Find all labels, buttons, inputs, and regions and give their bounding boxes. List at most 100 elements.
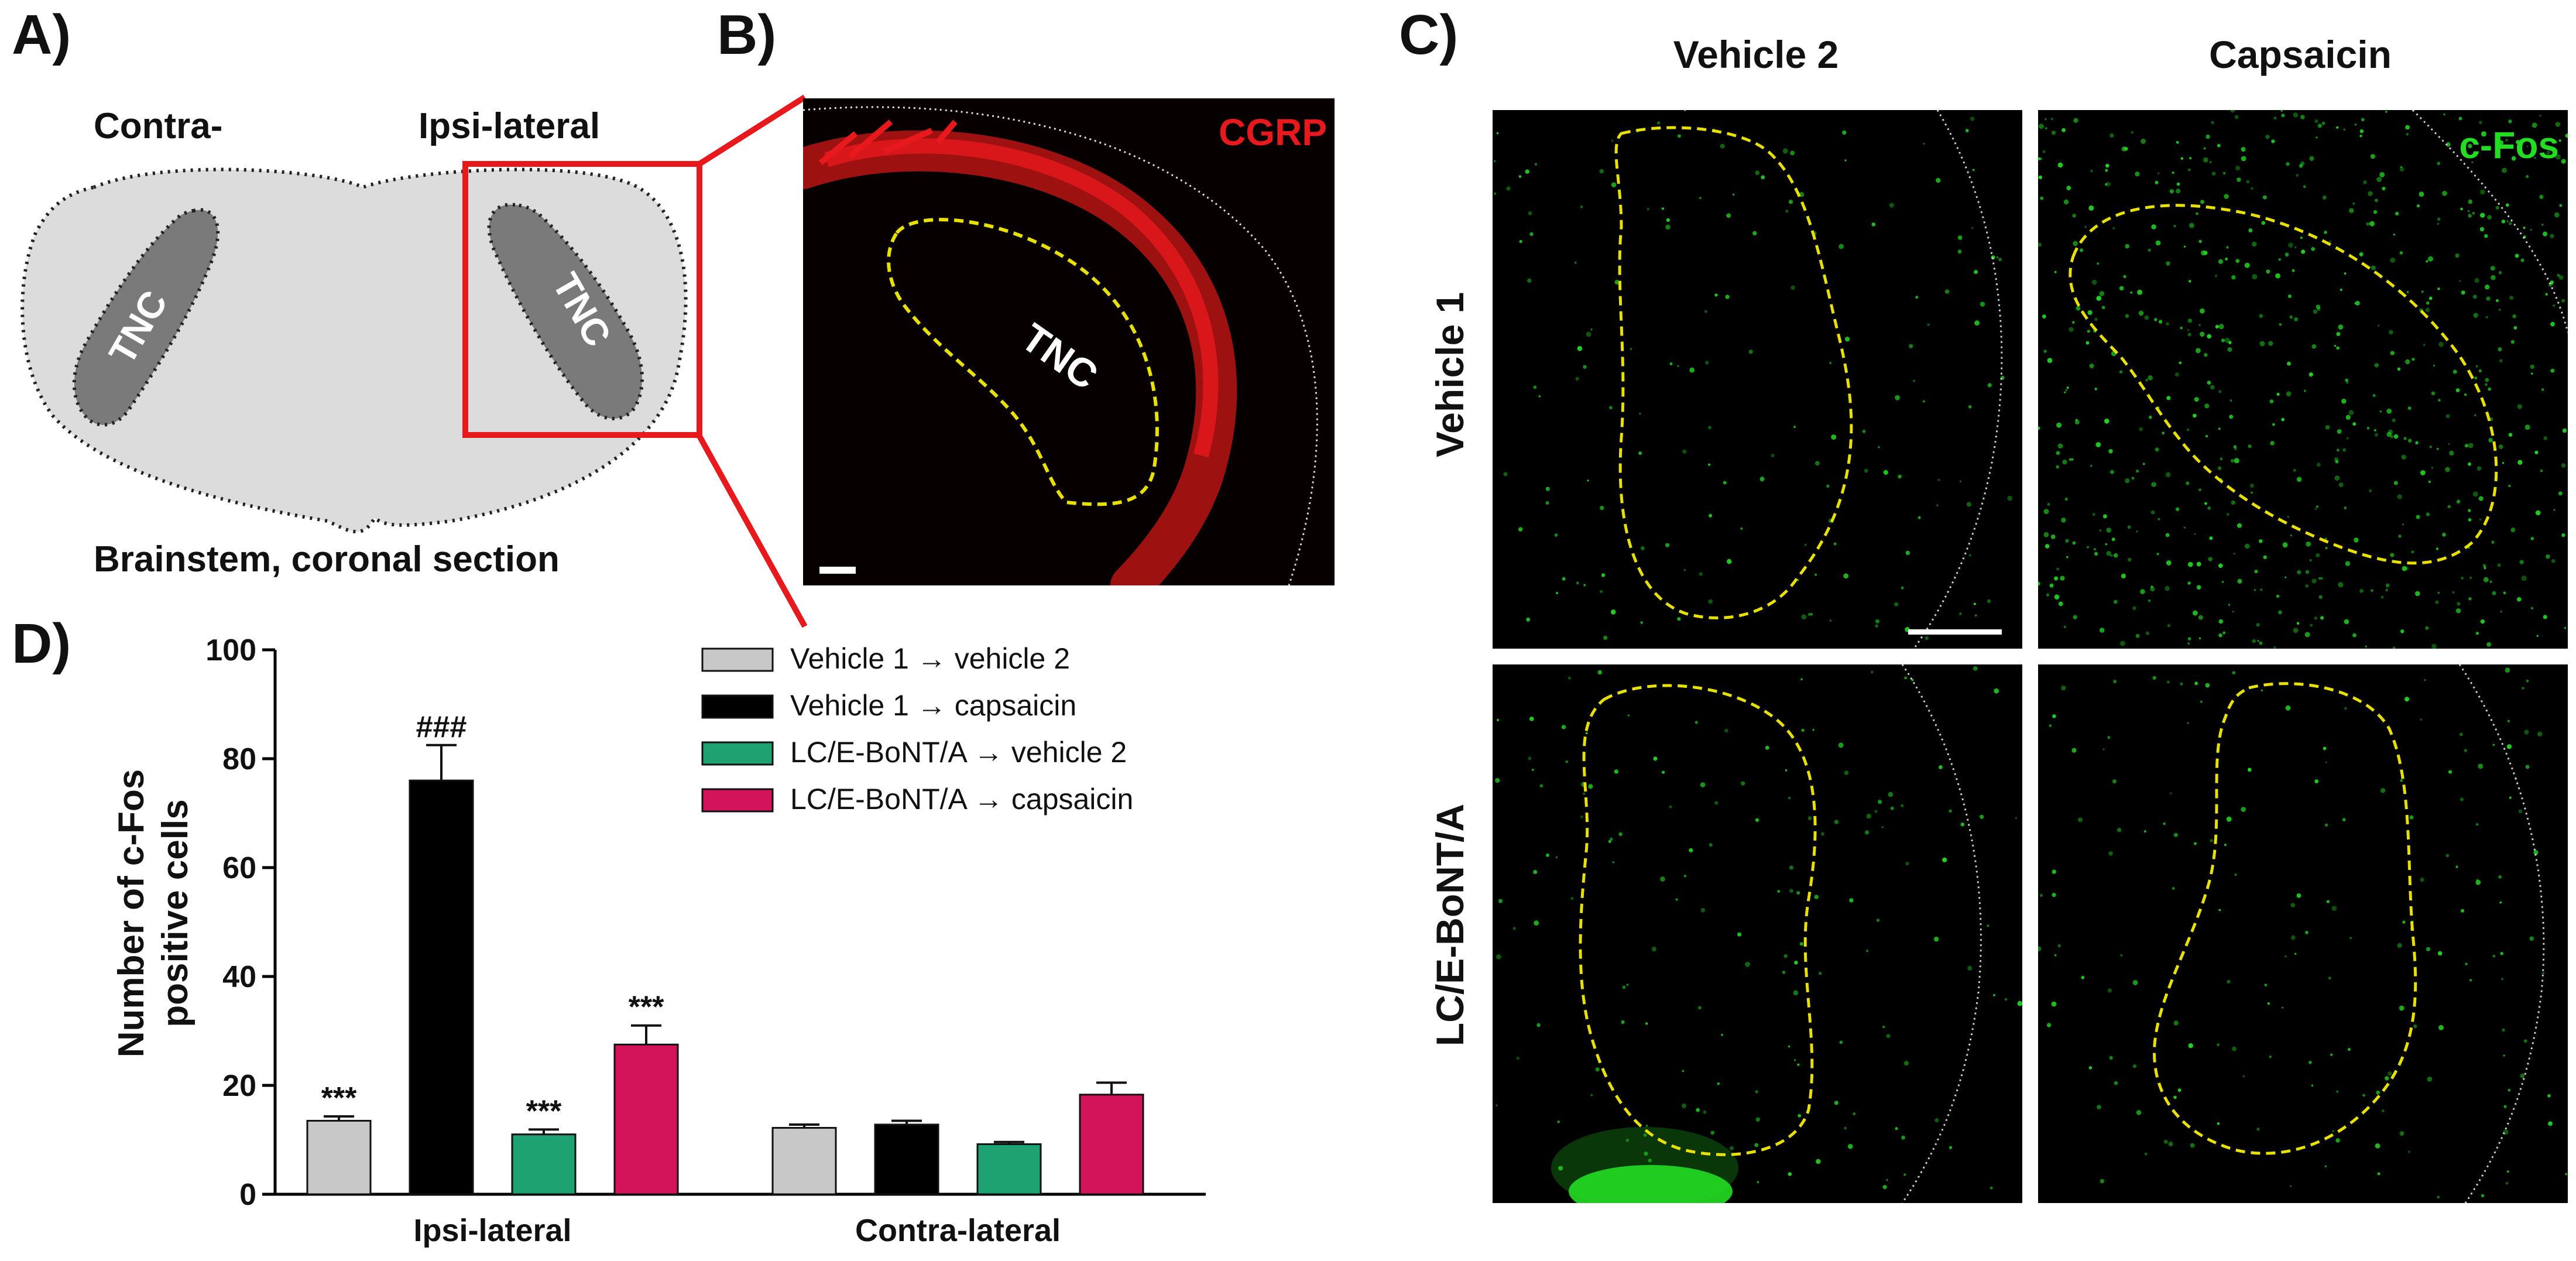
fos-dot — [2046, 1023, 2052, 1027]
fos-dot — [1759, 477, 1765, 482]
fos-dot — [1556, 592, 1559, 594]
fos-dot — [2316, 505, 2318, 508]
fos-dot — [2344, 272, 2347, 275]
fos-dot — [2486, 642, 2491, 647]
fos-dot — [2438, 399, 2441, 402]
fos-dot — [2259, 641, 2263, 645]
fos-dot — [2054, 954, 2057, 957]
fos-dot — [2194, 533, 2196, 535]
micrograph-bont-veh2 — [1493, 664, 2022, 1203]
fos-dot — [2230, 110, 2235, 113]
fos-dot — [1493, 160, 1496, 162]
fos-dot — [1503, 472, 1508, 477]
fos-dot — [1626, 984, 1629, 986]
fos-dot — [1876, 919, 1880, 922]
fos-dot — [2472, 211, 2475, 215]
fos-dot — [2218, 633, 2222, 638]
fos-dot — [2399, 1131, 2405, 1136]
fos-dot — [2303, 185, 2306, 189]
fos-dot — [2325, 425, 2330, 430]
fos-dot — [2077, 817, 2083, 823]
fos-dot — [2052, 714, 2056, 718]
fos-dot — [2203, 251, 2208, 255]
row-header-vehicle1: Vehicle 1 — [1428, 292, 1471, 458]
fos-dot — [2329, 241, 2331, 242]
fos-dot — [2248, 444, 2252, 448]
fos-dot — [2049, 724, 2052, 727]
fos-dot — [2056, 465, 2059, 469]
fos-dots — [1495, 666, 2022, 1190]
fos-dot — [2561, 299, 2565, 303]
fos-dot — [2524, 729, 2529, 735]
fos-dot — [2188, 168, 2191, 172]
fos-dot — [2355, 300, 2360, 306]
fos-dot — [2368, 191, 2373, 196]
fos-dot — [2234, 873, 2237, 876]
fos-dot — [1723, 481, 1727, 485]
fos-dot — [2550, 368, 2555, 373]
brainstem-edge — [2458, 664, 2545, 1203]
fos-dot — [2325, 537, 2327, 540]
fos-dot — [2209, 536, 2213, 540]
fos-dot — [2529, 936, 2534, 941]
fos-dot — [2064, 497, 2068, 501]
fos-dot — [2448, 443, 2450, 445]
fos-dot — [2425, 626, 2429, 630]
fos-dot — [2040, 196, 2044, 200]
fos-dot — [2290, 534, 2292, 537]
fos-dot — [2205, 683, 2210, 688]
fos-dot — [2157, 518, 2160, 520]
fos-dot — [2321, 121, 2325, 125]
fos-dot — [2338, 324, 2344, 330]
fos-dot — [1565, 760, 1568, 763]
fos-dot — [1539, 784, 1543, 788]
fos-dot — [2276, 594, 2280, 598]
fos-dot — [1794, 961, 1798, 965]
legend-swatch — [701, 647, 774, 672]
fos-dot — [2534, 156, 2536, 159]
fos-dot — [2150, 587, 2155, 592]
scale-bar-b — [819, 567, 856, 574]
fos-dot — [2094, 388, 2097, 390]
fos-dot — [1494, 192, 1496, 195]
fos-dot — [2166, 396, 2171, 400]
fos-dot — [2393, 234, 2395, 236]
fos-dot — [1587, 479, 1589, 482]
x-category-label: Contra-lateral — [855, 1213, 1061, 1248]
fos-dot — [1785, 769, 1788, 772]
bar — [306, 1119, 372, 1195]
fos-dot — [2314, 508, 2317, 510]
fos-dot — [2543, 436, 2547, 440]
fos-dot — [1882, 1185, 1887, 1190]
fos-dot — [2229, 414, 2234, 419]
fos-dot — [2314, 779, 2319, 783]
fos-dot — [2207, 506, 2211, 510]
fos-dot — [2311, 578, 2317, 584]
fos-dot — [2114, 1081, 2118, 1085]
fos-dot — [2251, 491, 2253, 494]
fos-dot — [2517, 404, 2522, 409]
fos-dot — [1557, 1120, 1560, 1123]
fos-dot — [1611, 139, 1614, 142]
fos-dot — [2038, 157, 2041, 160]
fos-dot — [1755, 818, 1759, 822]
fos-dot — [1826, 484, 1830, 488]
fos-dot — [2111, 537, 2115, 542]
fos-dot — [1610, 609, 1616, 615]
fos-dot — [1570, 897, 1574, 900]
fos-dot — [2376, 1090, 2381, 1095]
fos-dot — [2131, 477, 2135, 480]
col-header-capsaicin: Capsaicin — [2209, 33, 2392, 76]
fos-dot — [2373, 210, 2378, 214]
fos-dot — [1987, 599, 1991, 603]
fos-dot — [2546, 150, 2551, 155]
fos-dot — [2300, 237, 2303, 239]
fos-dot — [2204, 403, 2210, 409]
bar — [1079, 1094, 1144, 1195]
fos-dot — [2064, 391, 2066, 394]
fos-dot — [2188, 1043, 2193, 1048]
fos-dot — [1785, 210, 1789, 213]
fos-dot — [2416, 204, 2420, 208]
fos-dot — [1603, 635, 1608, 640]
fos-dot — [2331, 906, 2337, 911]
